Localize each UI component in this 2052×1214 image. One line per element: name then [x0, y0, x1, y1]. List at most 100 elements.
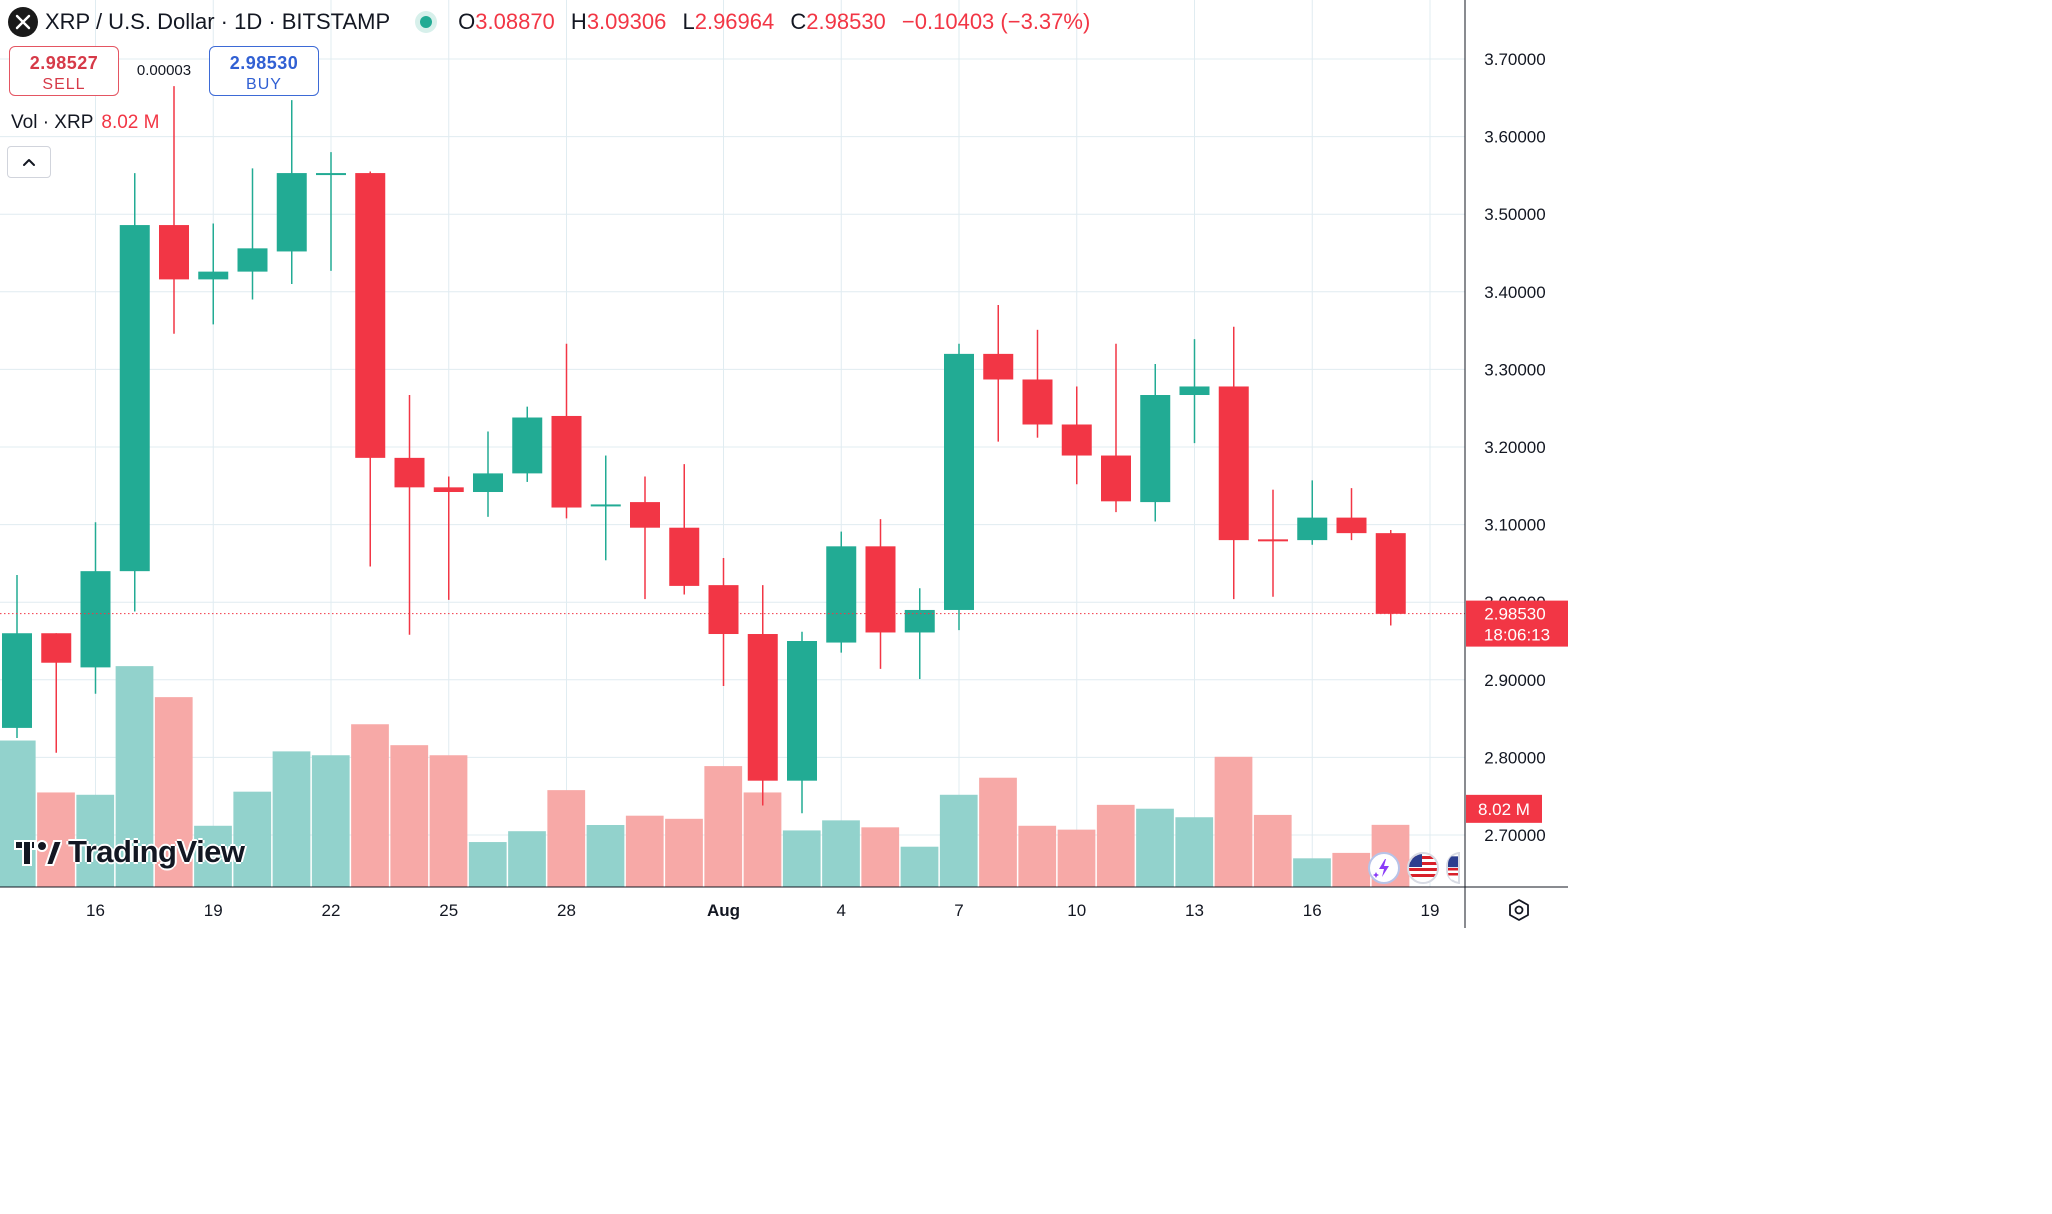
time-tick-label: 22: [322, 901, 341, 920]
high-key: H: [570, 9, 587, 34]
volume-bar: [37, 792, 75, 887]
countdown-timer: 18:06:13: [1484, 626, 1550, 645]
volume-bar: [115, 666, 154, 887]
tradingview-logo-text: TradingView: [68, 834, 245, 869]
candle: [159, 86, 189, 334]
volume-bar: [272, 751, 311, 887]
collapse-legend-button[interactable]: [7, 146, 51, 178]
volume-histogram: [0, 666, 1410, 887]
ohlc-values: O3.08870 H3.09306 L2.96964 C2.98530 −0.1…: [458, 9, 1090, 35]
candle: [787, 631, 817, 814]
sell-label: SELL: [42, 76, 86, 93]
candle: [1101, 343, 1131, 513]
tradingview-logo-icon: [14, 840, 62, 866]
candle-body: [159, 225, 189, 280]
price-tick-label: 2.80000: [1484, 748, 1545, 767]
candle-body: [1022, 379, 1053, 425]
x-logo-icon[interactable]: [8, 7, 38, 37]
settings-icon: [1509, 899, 1529, 921]
volume-legend-label: Vol · XRP: [11, 112, 94, 133]
overlay-icons: [1368, 850, 1467, 886]
candle-body: [316, 173, 346, 176]
volume-bar: [1214, 756, 1253, 887]
volume-bar: [1253, 814, 1292, 887]
volume-bar: [1293, 858, 1331, 887]
sell-price: 2.98527: [29, 53, 99, 73]
price-tick-label: 2.90000: [1484, 671, 1545, 690]
candle: [669, 464, 700, 595]
candle: [708, 557, 739, 687]
volume-tag: 8.02 M: [1466, 794, 1542, 823]
candle-body: [983, 353, 1014, 380]
candle: [1297, 480, 1328, 545]
candle: [1061, 386, 1092, 485]
time-tick-label: 28: [557, 901, 576, 920]
time-tick-label: 13: [1185, 901, 1204, 920]
low-value: 2.96964: [694, 9, 775, 34]
volume-legend[interactable]: Vol · XRP 8.02 M: [11, 112, 159, 134]
volume-bar: [154, 697, 193, 887]
candle: [1258, 489, 1288, 597]
candle: [433, 476, 464, 600]
volume-bar: [822, 820, 860, 887]
candle-body: [198, 271, 229, 280]
price-tick-label: 3.70000: [1484, 50, 1545, 69]
volume-bar: [311, 755, 350, 887]
us-flag-icon-partial[interactable]: [1446, 852, 1460, 884]
candle-body: [669, 527, 700, 586]
low-key: L: [682, 9, 695, 34]
candlestick-series: [2, 86, 1406, 814]
price-chart[interactable]: 3.70000 3.60000 3.50000 3.40000 3.30000 3.200…: [0, 0, 1568, 928]
time-tick-label: 16: [1303, 901, 1322, 920]
volume-bar: [665, 818, 703, 887]
chart-settings-button[interactable]: [1506, 898, 1532, 922]
candle-body: [473, 473, 503, 493]
volume-tag-value: 8.02 M: [1478, 800, 1530, 819]
candle: [983, 304, 1014, 442]
price-tick-label: 3.40000: [1484, 283, 1545, 302]
candle-body: [865, 546, 896, 633]
open-key: O: [458, 9, 476, 34]
ai-assistant-icon[interactable]: [1368, 852, 1400, 884]
buy-button[interactable]: 2.98530 BUY: [209, 46, 319, 96]
last-price-tag: 2.98530 18:06:13: [1466, 600, 1568, 647]
volume-bar: [233, 791, 272, 887]
volume-bar: [704, 766, 743, 887]
time-tick-label: 4: [837, 901, 846, 920]
volume-bar: [586, 825, 625, 887]
candle-body: [551, 415, 582, 508]
candle-body: [1258, 539, 1288, 542]
candle: [41, 633, 72, 753]
volume-legend-value: 8.02 M: [101, 112, 160, 133]
candle-body: [630, 502, 660, 528]
price-tick-label: 3.30000: [1484, 360, 1545, 379]
candle: [590, 455, 621, 561]
market-open-indicator: [420, 16, 433, 28]
last-price-tag-price: 2.98530: [1484, 605, 1545, 624]
candle-body: [904, 609, 935, 633]
candle-body: [1140, 395, 1171, 503]
tradingview-logo[interactable]: TradingView: [12, 834, 245, 870]
us-flag-icon[interactable]: [1407, 852, 1439, 884]
open-value: 3.08870: [475, 9, 555, 34]
close-key: C: [790, 9, 807, 34]
price-tick-label: 2.70000: [1484, 826, 1545, 845]
volume-bar: [508, 831, 546, 887]
symbol-title[interactable]: XRP / U.S. Dollar · 1D · BITSTAMP: [45, 9, 391, 34]
time-tick-label: 19: [1421, 901, 1440, 920]
candle-body: [355, 173, 386, 458]
high-value: 3.09306: [586, 9, 667, 34]
candle: [198, 223, 229, 325]
candle-body: [433, 487, 464, 493]
candle: [1375, 530, 1406, 626]
candle: [2, 575, 32, 738]
time-tick-label: 16: [86, 901, 105, 920]
sell-button[interactable]: 2.98527 SELL: [9, 46, 119, 96]
candle-body: [1336, 517, 1367, 534]
volume-bar: [76, 794, 115, 887]
candle: [1179, 339, 1210, 444]
volume-bar: [351, 724, 389, 887]
price-tick-label: 3.50000: [1484, 205, 1545, 224]
volume-bar: [900, 846, 939, 887]
volume-bar: [390, 745, 429, 887]
